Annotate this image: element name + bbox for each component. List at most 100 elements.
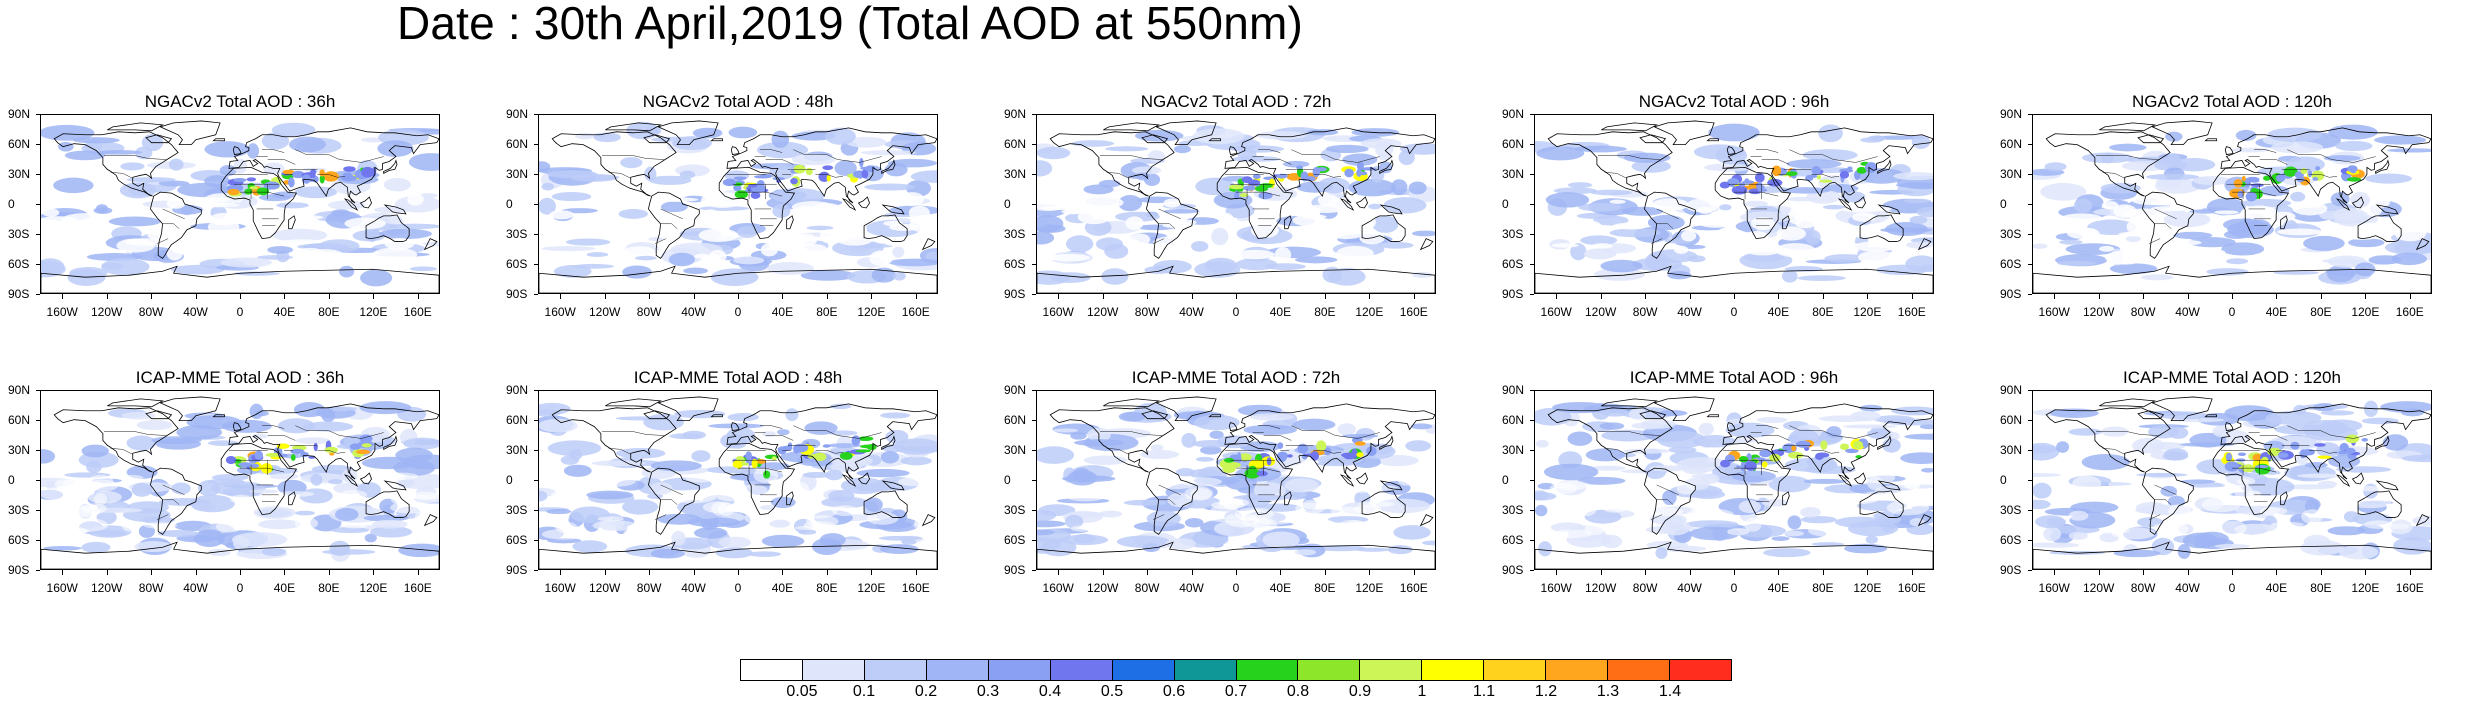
latitude-tick xyxy=(1032,390,1036,391)
longitude-label: 160E xyxy=(901,305,930,319)
longitude-tick xyxy=(417,570,419,575)
longitude-tick xyxy=(2098,294,2100,299)
longitude-label: 40W xyxy=(1179,581,1204,595)
longitude-label: 40W xyxy=(1179,305,1204,319)
longitude-label: 160W xyxy=(2038,305,2070,319)
longitude-label: 40E xyxy=(273,581,296,595)
longitude-tick xyxy=(328,570,330,575)
latitude-tick xyxy=(1032,114,1036,115)
latitude-tick xyxy=(1032,480,1036,481)
colorbar-label: 1.1 xyxy=(1472,683,1496,700)
latitude-tick xyxy=(1530,570,1534,571)
latitude-label: 90S xyxy=(1502,563,1524,577)
aod-map-svg xyxy=(1037,396,1435,569)
latitude-label: 60N xyxy=(1502,413,1525,427)
aod-field xyxy=(2033,400,2431,560)
panel-title: ICAP-MME Total AOD : 96h xyxy=(1629,368,1839,387)
longitude-tick xyxy=(195,570,197,575)
colorbar-swatch xyxy=(1174,660,1237,680)
longitude-label: 0 xyxy=(236,305,244,319)
latitude-label: 60S xyxy=(2000,257,2022,271)
map-panel: NGACv2 Total AOD : 48h 90N 60N 30N 0 30S 60S 90… xyxy=(506,92,938,332)
world-map xyxy=(40,390,440,570)
aod-field xyxy=(1535,123,1933,283)
longitude-tick xyxy=(2276,294,2278,299)
latitude-label: 90N xyxy=(1502,107,1525,121)
aod-field xyxy=(539,402,937,559)
latitude-tick xyxy=(534,390,538,391)
coastlines xyxy=(1037,120,1435,293)
latitude-tick xyxy=(1530,420,1534,421)
latitude-tick xyxy=(534,204,538,205)
latitude-label: 0 xyxy=(2000,473,2007,487)
longitude-label: 160W xyxy=(1540,581,1572,595)
longitude-tick xyxy=(1778,294,1780,299)
latitude-label: 60S xyxy=(506,257,528,271)
latitude-tick xyxy=(1530,114,1534,115)
longitude-tick xyxy=(62,294,64,299)
longitude-label: 40W xyxy=(2175,305,2200,319)
longitude-tick xyxy=(106,294,108,299)
latitude-tick xyxy=(2028,234,2032,235)
longitude-label: 40E xyxy=(1767,581,1790,595)
colorbar-label: 0.05 xyxy=(786,683,818,700)
panel-title: NGACv2 Total AOD : 36h xyxy=(144,92,336,111)
colorbar-swatch xyxy=(1422,660,1485,680)
longitude-tick xyxy=(373,570,375,575)
latitude-tick xyxy=(1530,450,1534,451)
latitude-tick xyxy=(36,420,40,421)
longitude-label: 160E xyxy=(1399,581,1428,595)
latitude-label: 90N xyxy=(506,383,529,397)
latitude-label: 90S xyxy=(2000,563,2022,577)
longitude-label: 160W xyxy=(1540,305,1572,319)
latitude-tick xyxy=(1530,174,1534,175)
latitude-tick xyxy=(36,264,40,265)
aod-field xyxy=(1037,125,1435,286)
longitude-label: 80W xyxy=(2130,581,2156,595)
latitude-label: 30N xyxy=(2000,443,2023,457)
longitude-tick xyxy=(1556,570,1558,575)
longitude-label: 160W xyxy=(544,305,576,319)
latitude-tick xyxy=(36,390,40,391)
coastlines xyxy=(539,396,937,569)
latitude-label: 90N xyxy=(8,107,31,121)
latitude-tick xyxy=(1032,204,1036,205)
longitude-label: 80W xyxy=(1632,581,1658,595)
latitude-label: 30N xyxy=(1004,167,1027,181)
latitude-tick xyxy=(2028,174,2032,175)
latitude-tick xyxy=(1032,294,1036,295)
longitude-tick xyxy=(782,294,784,299)
latitude-tick xyxy=(36,510,40,511)
latitude-label: 90S xyxy=(506,563,528,577)
colorbar-swatch xyxy=(926,660,989,680)
latitude-tick xyxy=(1530,204,1534,205)
colorbar-labels: 0.05 0.1 0.2 0.3 0.4 0.5 0.6 0.7 0.8 0.9 1 1.1 1.2 1.… xyxy=(740,684,1732,700)
longitude-label: 80E xyxy=(1812,581,1834,595)
latitude-tick xyxy=(2028,570,2032,571)
latitude-label: 60N xyxy=(506,137,529,151)
longitude-label: 80E xyxy=(318,305,340,319)
longitude-tick xyxy=(417,294,419,299)
longitude-tick xyxy=(915,294,917,299)
longitude-tick xyxy=(240,570,241,575)
world-map xyxy=(1036,114,1436,294)
latitude-tick xyxy=(1530,234,1534,235)
longitude-label: 120W xyxy=(588,305,621,319)
map-panel: ICAP-MME Total AOD : 72h 90N 60N 30N 0 30S 60S… xyxy=(1004,368,1436,608)
latitude-label: 30S xyxy=(1502,227,1524,241)
longitude-tick xyxy=(1645,294,1647,299)
latitude-tick xyxy=(534,480,538,481)
latitude-tick xyxy=(2028,204,2032,205)
longitude-tick xyxy=(871,570,873,575)
latitude-tick xyxy=(1530,144,1534,145)
longitude-label: 40E xyxy=(1767,305,1790,319)
longitude-tick xyxy=(1236,570,1237,575)
latitude-tick xyxy=(1032,144,1036,145)
latitude-tick xyxy=(36,174,40,175)
latitude-label: 30S xyxy=(1004,227,1026,241)
colorbar-label: 0.7 xyxy=(1224,683,1248,700)
latitude-label: 30N xyxy=(8,167,31,181)
aod-field xyxy=(1535,401,1933,559)
latitude-label: 90S xyxy=(1502,287,1524,301)
aod-map-svg xyxy=(2033,396,2431,569)
